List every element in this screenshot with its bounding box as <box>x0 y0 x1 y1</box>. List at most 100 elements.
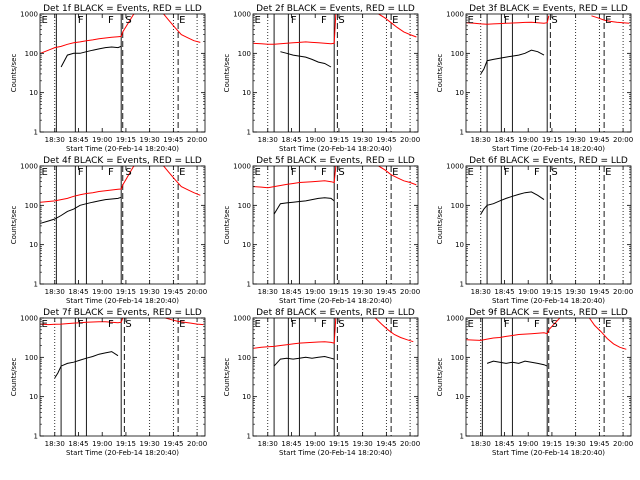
x-tick-label: 18:45 <box>494 440 514 448</box>
plot-frame <box>252 13 419 133</box>
y-tick-label: 1 <box>247 281 251 289</box>
phase-marker: F <box>504 15 510 26</box>
plot-frame <box>39 13 206 133</box>
y-axis-label: Counts/sec <box>223 358 231 397</box>
phase-marker: E <box>42 15 48 26</box>
lld-series-line <box>253 166 337 189</box>
x-tick-label: 18:30 <box>45 288 65 296</box>
phase-marker: E <box>42 319 48 330</box>
x-tick-label: 20:00 <box>613 136 633 144</box>
phase-marker: F <box>534 319 540 330</box>
lld-series-line <box>40 14 137 54</box>
series-group <box>40 318 204 379</box>
phase-marker: S <box>551 319 557 330</box>
phase-marker: E <box>392 167 398 178</box>
phase-marker: F <box>504 167 510 178</box>
phase-marker: E <box>255 167 261 178</box>
x-tick-label: 19:15 <box>542 440 562 448</box>
x-tick-label: 19:45 <box>376 440 396 448</box>
series-group <box>40 14 201 68</box>
x-axis-label: Start Time (20-Feb-14 18:20:40) <box>279 297 392 305</box>
y-tick-label: 1 <box>247 433 251 441</box>
y-tick-label: 1000 <box>446 315 464 323</box>
series-group <box>253 166 417 215</box>
y-tick-label: 1000 <box>233 163 251 171</box>
x-tick-label: 20:00 <box>400 136 420 144</box>
y-tick-label: 1000 <box>446 163 464 171</box>
y-axis-label: Counts/sec <box>436 54 444 93</box>
phase-marker: F <box>108 15 114 26</box>
y-tick-label: 1 <box>460 281 464 289</box>
plot-frame <box>465 165 632 285</box>
x-tick-label: 20:00 <box>187 288 207 296</box>
y-axis-label: Counts/sec <box>223 54 231 93</box>
lld-series-line <box>378 14 417 38</box>
x-tick-label: 18:45 <box>281 440 301 448</box>
series-group <box>40 166 201 224</box>
y-tick-label: 1000 <box>233 315 251 323</box>
series-group <box>466 318 627 367</box>
x-tick-label: 19:45 <box>163 288 183 296</box>
x-axis-label: Start Time (20-Feb-14 18:20:40) <box>66 297 179 305</box>
y-tick-label: 10 <box>29 89 38 97</box>
y-axis-label: Counts/sec <box>10 54 18 93</box>
phase-marker: F <box>291 167 297 178</box>
plot-frame <box>252 165 419 285</box>
x-tick-label: 19:30 <box>140 440 160 448</box>
x-tick-label: 20:00 <box>400 288 420 296</box>
x-tick-label: 18:45 <box>68 440 88 448</box>
phase-marker: E <box>468 319 474 330</box>
phase-marker: E <box>468 15 474 26</box>
y-tick-label: 100 <box>238 202 251 210</box>
x-tick-label: 19:15 <box>329 136 349 144</box>
y-tick-label: 100 <box>25 354 38 362</box>
x-tick-label: 20:00 <box>400 440 420 448</box>
y-tick-label: 100 <box>238 354 251 362</box>
x-tick-label: 20:00 <box>187 440 207 448</box>
x-tick-label: 18:30 <box>258 136 278 144</box>
phase-marker: F <box>78 15 84 26</box>
plot-frame <box>465 13 632 133</box>
reference-lines <box>54 166 198 284</box>
y-axis-label: Counts/sec <box>436 358 444 397</box>
plot-frame <box>39 165 206 285</box>
y-tick-label: 1 <box>460 129 464 137</box>
phase-marker: F <box>108 319 114 330</box>
lld-series-line <box>40 166 137 203</box>
phase-marker: F <box>321 319 327 330</box>
y-tick-label: 10 <box>29 241 38 249</box>
y-axis-label: Counts/sec <box>436 206 444 245</box>
x-tick-label: 19:00 <box>92 288 112 296</box>
phase-marker: S <box>338 15 344 26</box>
y-tick-label: 10 <box>242 241 251 249</box>
x-tick-label: 19:30 <box>140 136 160 144</box>
panel-title: Det 2f BLACK = Events, RED = LLD <box>256 4 415 14</box>
x-tick-label: 18:30 <box>45 440 65 448</box>
x-tick-label: 20:00 <box>187 136 207 144</box>
x-axis-label: Start Time (20-Feb-14 18:20:40) <box>66 449 179 457</box>
phase-marker: E <box>179 15 185 26</box>
phase-marker: E <box>179 319 185 330</box>
x-tick-label: 18:45 <box>68 288 88 296</box>
y-tick-label: 10 <box>242 89 251 97</box>
lld-series-line <box>162 14 201 43</box>
x-tick-label: 19:00 <box>518 440 538 448</box>
phase-marker: E <box>605 15 611 26</box>
phase-marker: F <box>534 15 540 26</box>
phase-marker: S <box>125 15 131 26</box>
panel-title: Det 8f BLACK = Events, RED = LLD <box>256 308 415 318</box>
x-axis-label: Start Time (20-Feb-14 18:20:40) <box>279 449 392 457</box>
x-tick-label: 19:45 <box>589 288 609 296</box>
panel-title: Det 7f BLACK = Events, RED = LLD <box>43 308 202 318</box>
reference-lines <box>480 318 624 436</box>
events-series-line <box>486 360 548 367</box>
x-tick-label: 19:30 <box>566 136 586 144</box>
y-tick-label: 10 <box>455 89 464 97</box>
x-tick-label: 18:30 <box>471 288 491 296</box>
y-tick-label: 100 <box>451 354 464 362</box>
phase-marker: E <box>605 319 611 330</box>
